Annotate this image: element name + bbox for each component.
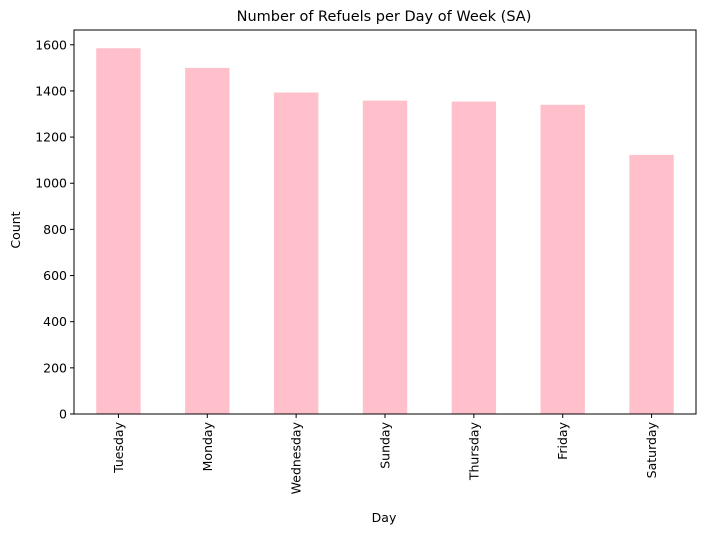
y-tick-label: 800 [43, 222, 67, 237]
y-axis-label: Count [8, 211, 23, 248]
bar-saturday [629, 154, 674, 414]
y-tick-label: 1600 [35, 37, 67, 52]
chart-title: Number of Refuels per Day of Week (SA) [237, 9, 532, 25]
x-tick-label: Sunday [378, 421, 393, 468]
bar-friday [540, 104, 585, 415]
y-tick-label: 1400 [35, 83, 67, 98]
bar-wednesday [273, 92, 319, 415]
plot-frame [73, 29, 697, 415]
y-tick-label: 0 [59, 407, 67, 422]
bar-tuesday [96, 48, 141, 414]
x-axis-label: Day [372, 510, 397, 525]
y-tick-label: 1000 [35, 176, 67, 191]
x-tick-label: Wednesday [289, 421, 304, 494]
x-tick-label: Thursday [466, 421, 481, 481]
x-axis: Tuesday Monday Wednesday Sunday Thursday Frid… [111, 414, 659, 494]
y-tick-label: 400 [43, 314, 67, 329]
bar-sunday [362, 100, 408, 414]
bar-thursday [451, 101, 497, 415]
bar-monday [185, 67, 230, 414]
x-tick-label: Friday [555, 421, 570, 459]
x-tick-label: Tuesday [111, 421, 126, 473]
y-axis: 0 200 400 600 800 1000 1200 1400 1600 [35, 37, 74, 422]
y-tick-label: 1200 [35, 130, 67, 145]
y-tick-label: 600 [43, 268, 67, 283]
y-tick-label: 200 [43, 360, 67, 375]
bars-group [96, 48, 674, 415]
x-tick-label: Monday [200, 421, 215, 471]
x-tick-label: Saturday [644, 421, 659, 478]
